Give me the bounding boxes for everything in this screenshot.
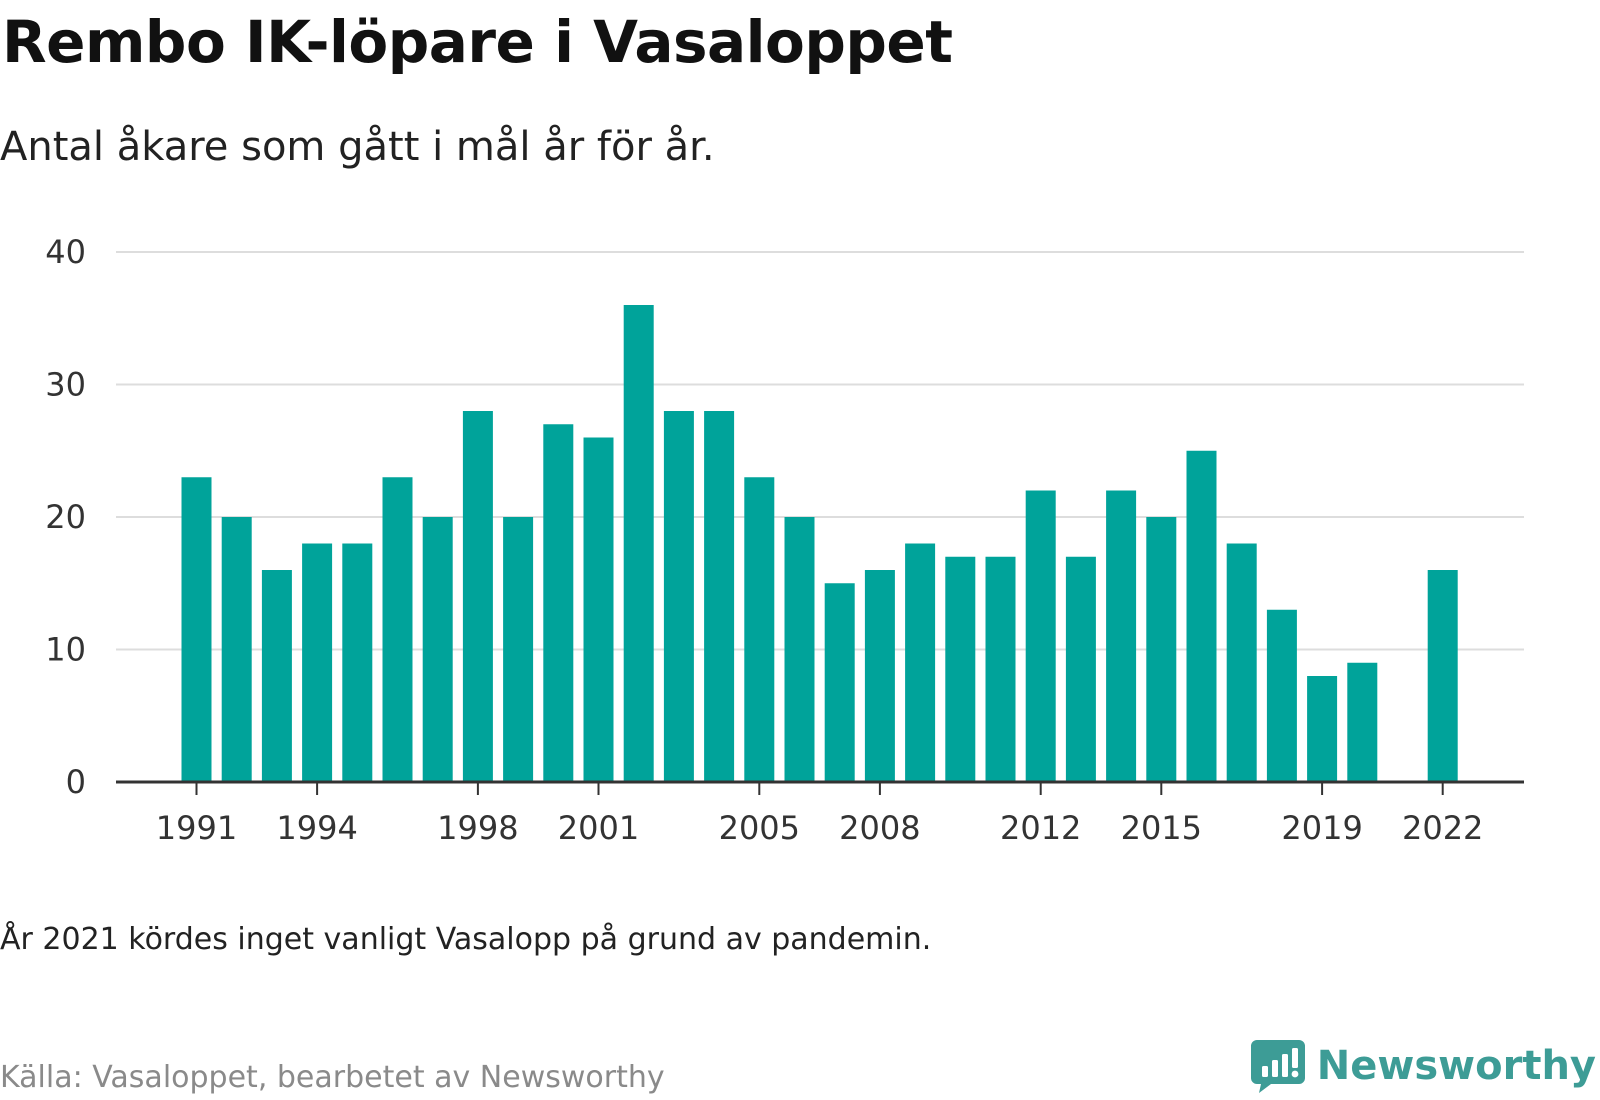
bar-chart: 0 10 20 30 40 1991 1994 1998 2001 2005 2008 2012 20… [0, 220, 1600, 860]
bar-1991 [181, 477, 212, 782]
chart-subtitle: Antal åkare som gått i mål år för år. [0, 124, 715, 170]
x-tick-label: 1998 [437, 809, 518, 847]
bar-2001 [583, 437, 614, 782]
source-credit: Källa: Vasaloppet, bearbetet av Newswort… [0, 1060, 665, 1095]
x-tick-label: 2022 [1402, 809, 1483, 847]
y-tick-label: 0 [66, 763, 86, 801]
bar-2000 [543, 424, 574, 782]
bar-2005 [744, 477, 775, 782]
y-tick-label: 10 [45, 631, 86, 669]
bar-2004 [704, 411, 735, 782]
brand: Newsworthy [1249, 1038, 1596, 1094]
newsworthy-logo-icon [1250, 1040, 1305, 1093]
brand-name: Newsworthy [1316, 1043, 1596, 1089]
bar-2017 [1226, 543, 1257, 782]
y-tick-label: 30 [45, 366, 86, 404]
bar-1999 [503, 517, 534, 782]
bar-1997 [422, 517, 453, 782]
bar-1995 [342, 543, 373, 782]
bar-1998 [462, 411, 493, 782]
footnote: År 2021 kördes inget vanligt Vasalopp på… [0, 922, 932, 957]
bar-2016 [1186, 450, 1217, 782]
x-axis-ticks: 1991 1994 1998 2001 2005 2008 2012 2015 2019 2022 [156, 782, 1483, 847]
bar-2013 [1065, 556, 1096, 782]
bar-2002 [623, 305, 654, 782]
x-tick-label: 1994 [276, 809, 357, 847]
bar-2018 [1266, 609, 1297, 782]
bar-1994 [302, 543, 333, 782]
bar-2010 [945, 556, 976, 782]
bars [181, 305, 1458, 782]
x-tick-label: 2008 [839, 809, 920, 847]
bar-2009 [905, 543, 936, 782]
bar-2019 [1307, 676, 1338, 782]
x-tick-label: 2001 [558, 809, 639, 847]
bar-1996 [382, 477, 413, 782]
bar-chart-svg: 0 10 20 30 40 1991 1994 1998 2001 2005 2008 2012 20… [45, 233, 1524, 847]
bar-2015 [1146, 517, 1177, 782]
bar-2014 [1106, 490, 1137, 782]
bar-2022 [1427, 570, 1458, 782]
bar-2011 [985, 556, 1016, 782]
x-tick-label: 1991 [156, 809, 237, 847]
y-tick-label: 20 [45, 498, 86, 536]
x-tick-label: 2019 [1281, 809, 1362, 847]
bar-2012 [1025, 490, 1056, 782]
y-tick-label: 40 [45, 233, 86, 271]
bar-2003 [663, 411, 694, 782]
x-tick-label: 2012 [1000, 809, 1081, 847]
bar-2007 [824, 583, 855, 782]
chart-title: Rembo IK-löpare i Vasaloppet [2, 8, 953, 76]
x-tick-label: 2005 [719, 809, 800, 847]
bar-2008 [864, 570, 895, 782]
bar-1992 [221, 517, 252, 782]
x-tick-label: 2015 [1121, 809, 1202, 847]
bar-2006 [784, 517, 815, 782]
bar-1993 [261, 570, 292, 782]
bar-2020 [1347, 662, 1378, 782]
y-axis-ticks: 0 10 20 30 40 [45, 233, 86, 801]
